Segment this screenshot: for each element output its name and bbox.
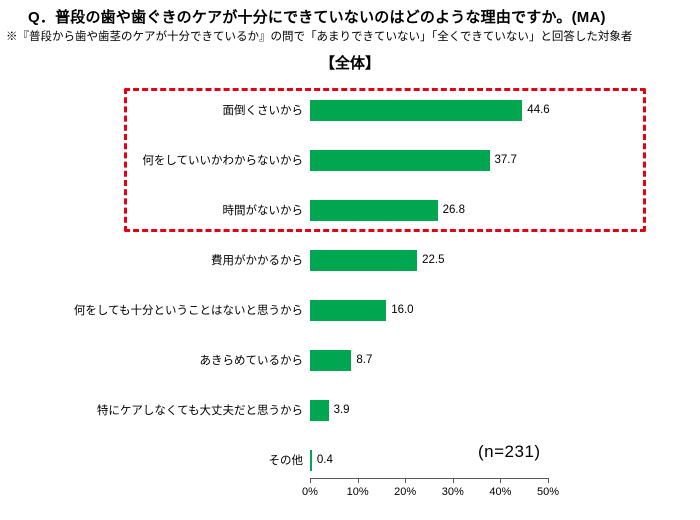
chart-rows: 面倒くさいから 44.6 何をしていいかわからないから 37.7 時間がないから 26.8… (0, 85, 700, 485)
category-label: 何をしていいかわからないから (142, 155, 303, 167)
chart-row: 何をしても十分ということはないと思うから 16.0 (0, 285, 700, 335)
value-label: 26.8 (442, 204, 465, 216)
category-label: 面倒くさいから (222, 105, 304, 117)
bar (310, 249, 418, 271)
question-title: Q．普段の歯や歯ぐきのケアが十分にできていないのはどのような理由ですか。(MA) (28, 9, 606, 26)
axis-tick (405, 478, 407, 483)
value-label: 8.7 (356, 354, 373, 366)
question-note: ※『普段から歯や歯茎のケアが十分できているか』の問で「あまりできていない」「全く… (6, 31, 633, 43)
bar (310, 399, 329, 421)
axis-tick (357, 478, 359, 483)
value-label: 0.4 (316, 454, 333, 466)
bar (310, 349, 352, 371)
chart-row: 何をしていいかわからないから 37.7 (0, 135, 700, 185)
axis-tick (310, 478, 311, 483)
axis-tick-label: 10% (346, 486, 369, 498)
category-label: 特にケアしなくても大丈夫だと思うから (96, 405, 303, 417)
value-label: 3.9 (333, 404, 350, 416)
chart-row: 特にケアしなくても大丈夫だと思うから 3.9 (0, 385, 700, 435)
category-label: 費用がかかるから (211, 255, 303, 267)
bar (310, 149, 490, 171)
bar (310, 99, 523, 121)
value-label: 16.0 (391, 304, 414, 316)
sample-size-label: (n=231) (478, 442, 541, 461)
axis-tick-label: 30% (441, 486, 464, 498)
category-label: あきらめているから (199, 355, 304, 367)
axis-tick (500, 478, 502, 483)
bar (310, 299, 387, 321)
value-label: 22.5 (422, 254, 445, 266)
chart-row: あきらめているから 8.7 (0, 335, 700, 385)
chart-row: その他 0.4 (0, 435, 700, 485)
chart-row: 時間がないから 26.8 (0, 185, 700, 235)
category-label: 時間がないから (222, 205, 304, 217)
axis-tick-label: 50% (536, 486, 560, 498)
axis-tick (548, 478, 549, 483)
bar (310, 199, 438, 221)
value-label: 37.7 (494, 154, 517, 166)
bar (310, 449, 312, 471)
category-label: その他 (268, 455, 304, 467)
axis-tick (452, 478, 454, 483)
axis-tick-label: 40% (489, 486, 512, 498)
category-label: 何をしても十分ということはないと思うから (73, 305, 303, 317)
axis-tick-label: 20% (394, 486, 417, 498)
axis-tick-label: 0% (302, 486, 318, 498)
chart-row: 面倒くさいから 44.6 (0, 85, 700, 135)
value-label: 44.6 (527, 104, 550, 116)
x-axis (310, 478, 549, 479)
chart-row: 費用がかかるから 22.5 (0, 235, 700, 285)
segment-label: 【全体】 (319, 55, 380, 72)
